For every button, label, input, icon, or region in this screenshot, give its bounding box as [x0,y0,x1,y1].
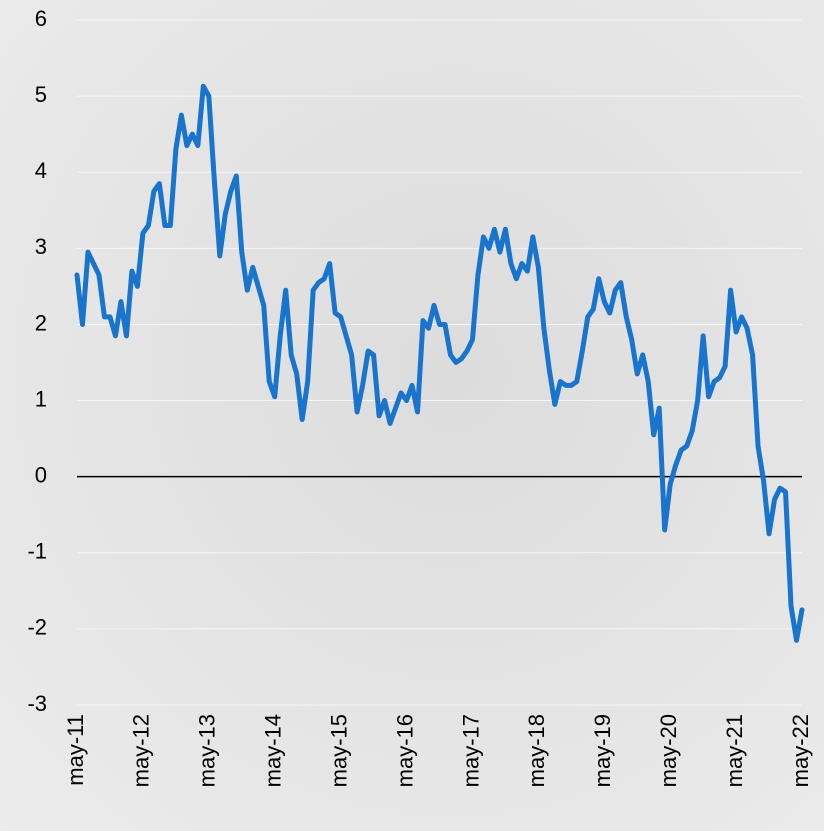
y-tick-label: 6 [35,6,47,31]
y-tick-label: 3 [35,234,47,259]
x-tick-label: may-21 [722,714,747,787]
x-tick-label: may-13 [195,714,220,787]
y-tick-label: 0 [35,462,47,487]
y-tick-label: -1 [27,539,47,564]
x-tick-label: may-12 [129,714,154,787]
x-tick-label: may-18 [524,714,549,787]
y-tick-label: 1 [35,386,47,411]
x-tick-label: may-20 [656,714,681,787]
x-tick-label: may-22 [788,714,813,787]
x-tick-label: may-19 [590,714,615,787]
x-tick-label: may-14 [261,714,286,787]
x-tick-label: may-17 [458,714,483,787]
x-tick-label: may-11 [63,714,88,786]
y-tick-label: -2 [27,615,47,640]
x-tick-label: may-15 [326,714,351,787]
x-tick-label: may-16 [392,714,417,787]
y-tick-label: 5 [35,82,47,107]
background [0,0,824,831]
y-tick-label: 2 [35,310,47,335]
y-tick-label: -3 [27,691,47,716]
y-tick-label: 4 [35,158,47,183]
chart: -3 -2 -1 0 1 2 3 4 5 6 may-11 may-12 may-13 may-14 may… [0,0,824,831]
